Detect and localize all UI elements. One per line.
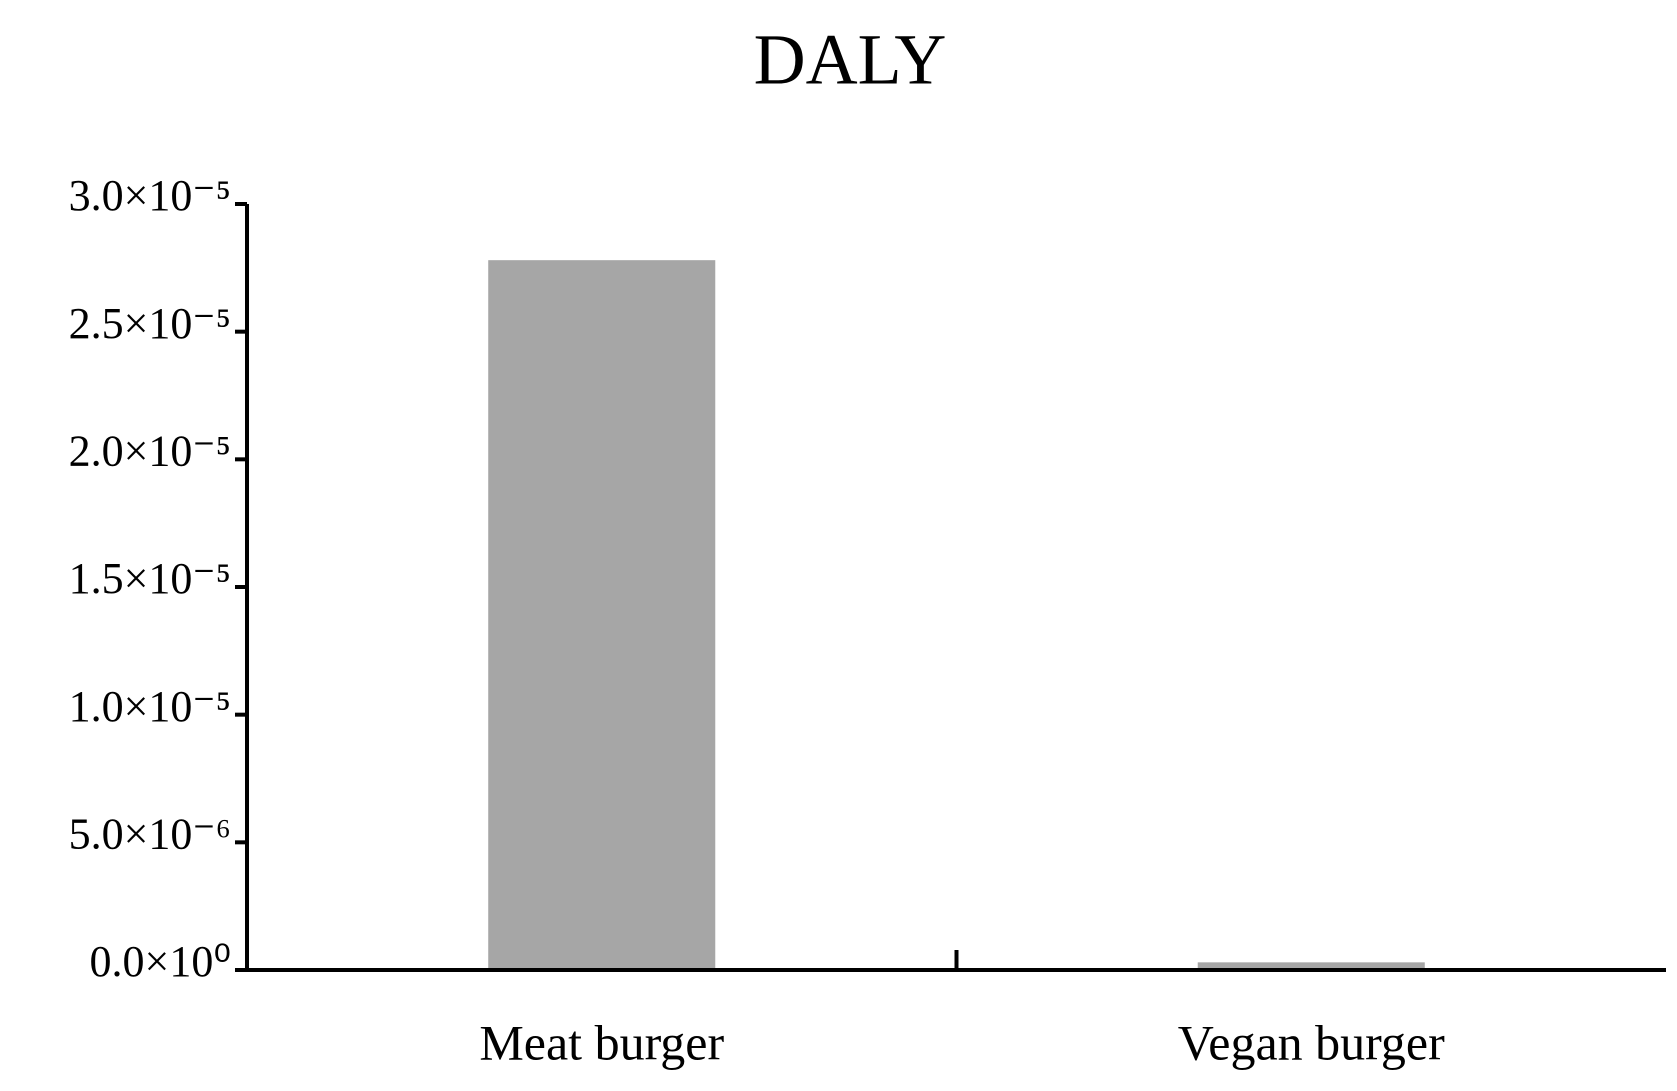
y-tick-label: 3.0×10⁻⁵: [69, 171, 231, 220]
y-tick-label: 5.0×10⁻⁶: [69, 809, 231, 858]
y-tick-label: 1.5×10⁻⁵: [69, 554, 231, 603]
y-tick-label: 0.0×10⁰: [90, 937, 231, 986]
x-tick-label: Vegan burger: [1178, 1014, 1445, 1070]
y-tick-label: 2.5×10⁻⁵: [69, 299, 231, 348]
x-tick-label: Meat burger: [479, 1014, 724, 1070]
y-tick-label: 2.0×10⁻⁵: [69, 426, 231, 475]
bar: [1197, 962, 1425, 970]
chart-title: DALY: [754, 20, 947, 100]
y-tick-label: 1.0×10⁻⁵: [69, 682, 231, 731]
bar: [488, 260, 716, 970]
